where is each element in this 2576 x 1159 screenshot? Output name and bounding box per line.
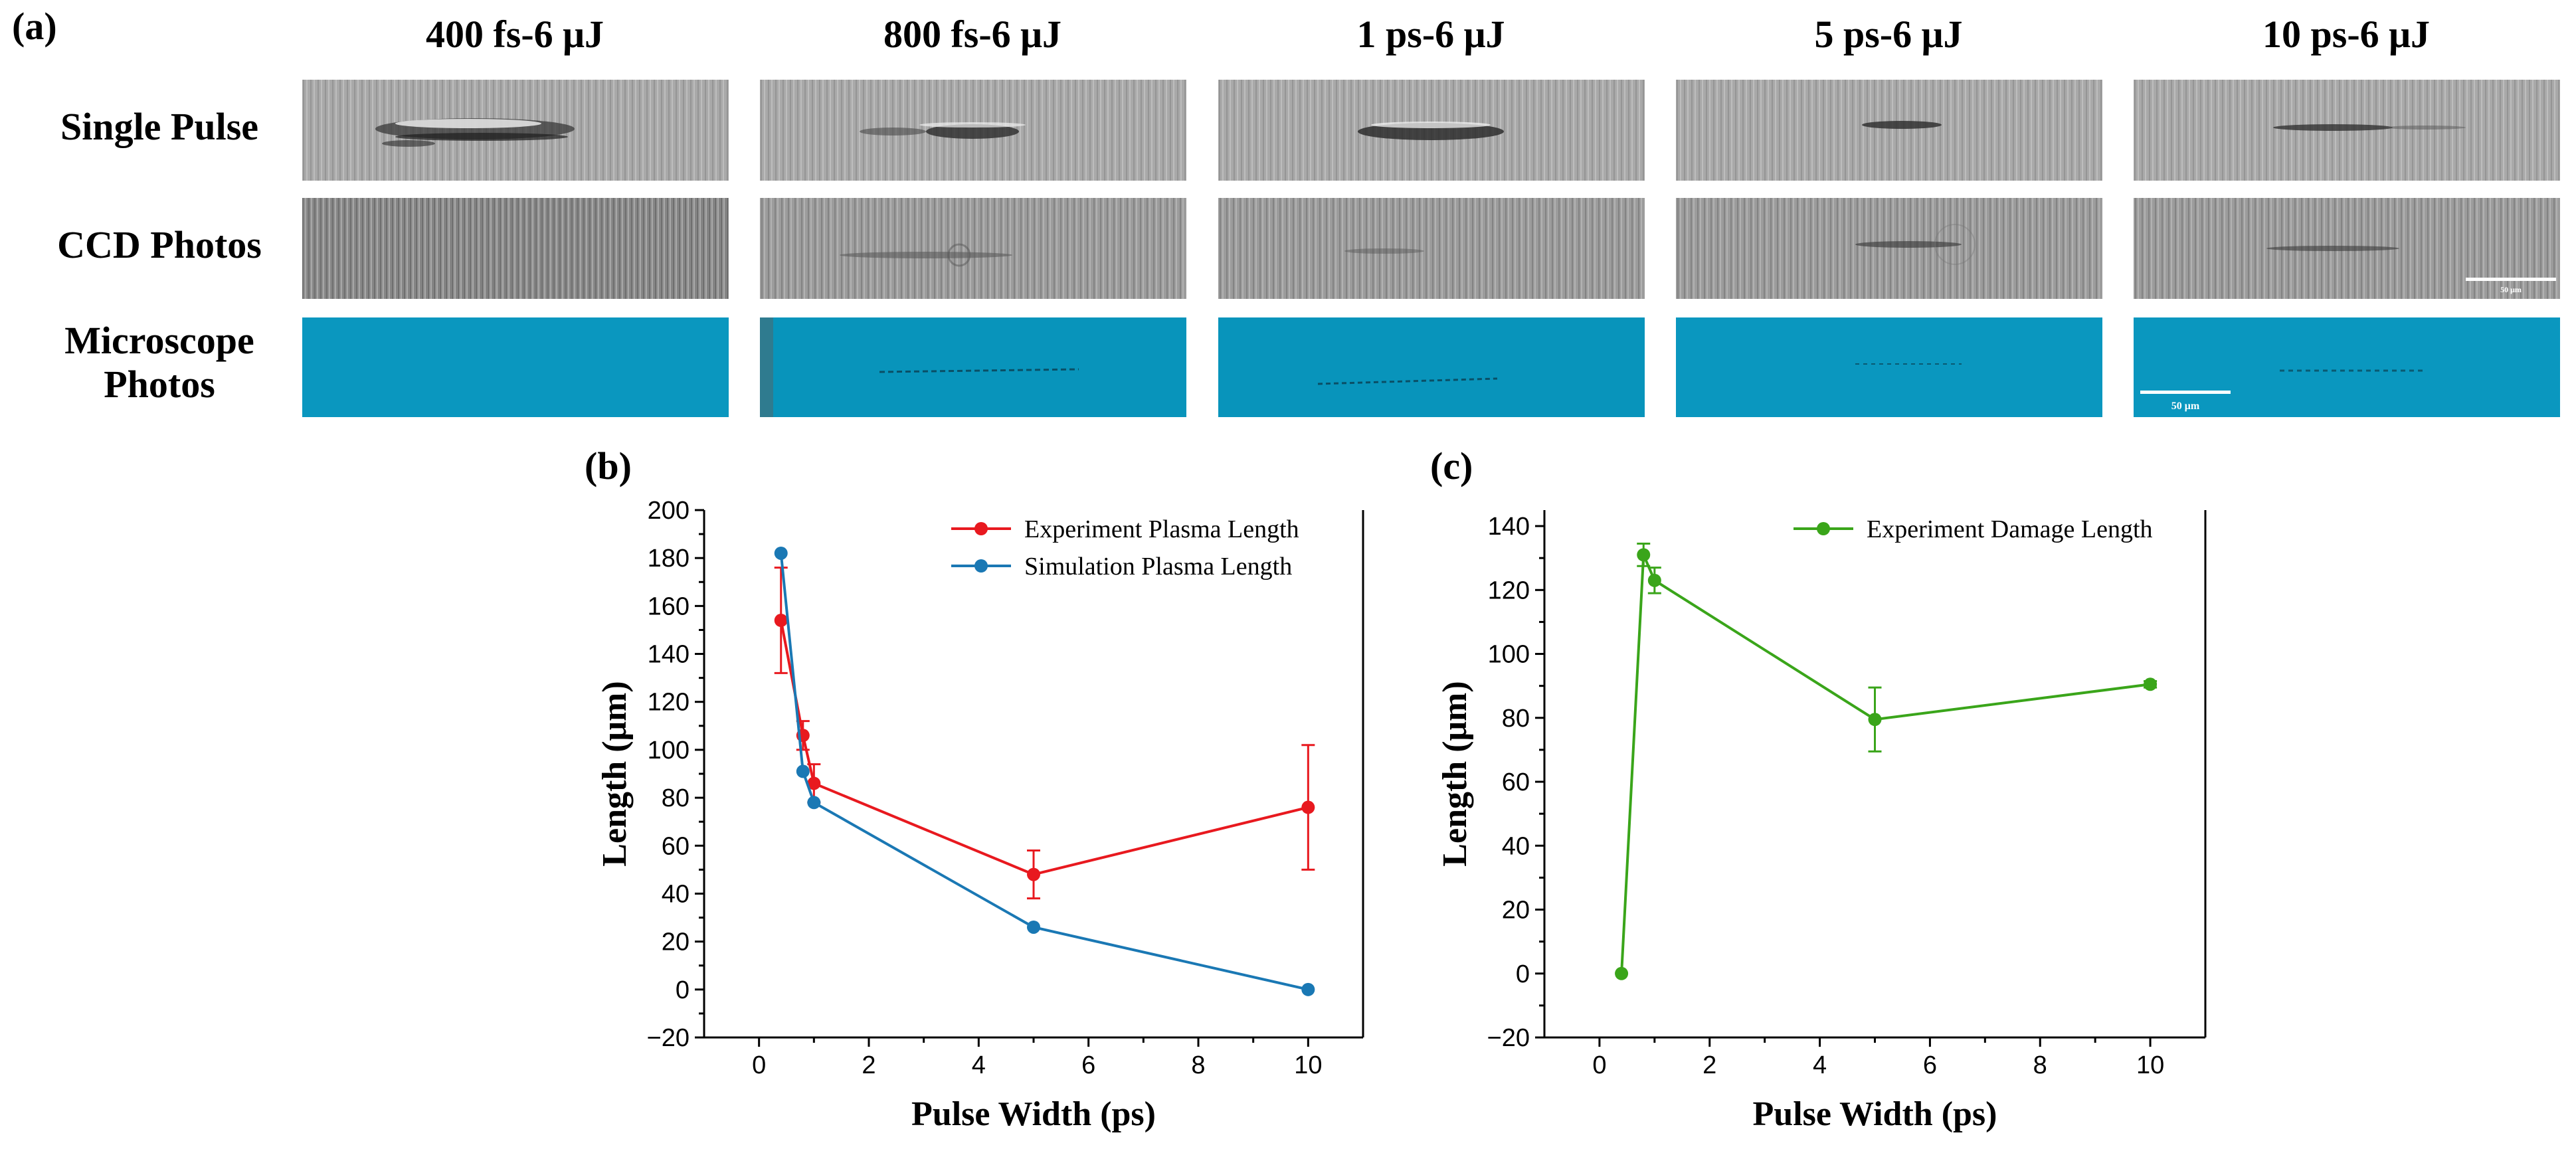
panel-label-a: (a) — [12, 5, 57, 48]
ccd-photo-10ps: 50 μm — [2134, 198, 2560, 299]
chart-b-data-point — [1027, 867, 1040, 881]
chart-b-x-tick-label: 0 — [752, 1051, 766, 1079]
microscope-photo-800fs — [760, 317, 1186, 417]
chart-b-y-tick-label: 0 — [676, 976, 690, 1004]
chart-c-y-tick-label: 120 — [1488, 577, 1530, 604]
chart-c-x-tick-label: 6 — [1923, 1051, 1937, 1079]
chart-c-x-tick-label: 0 — [1592, 1051, 1606, 1079]
chart-b-data-point — [807, 776, 821, 790]
ccd-scale-bar-label: 50 μm — [2500, 285, 2522, 294]
chart-c-y-tick-label: 20 — [1502, 897, 1530, 925]
chart-b-data-point — [774, 546, 788, 560]
chart-b-legend-marker — [974, 522, 988, 535]
chart-b-x-tick-label: 4 — [972, 1051, 986, 1079]
chart-c-x-tick-label: 2 — [1702, 1051, 1716, 1079]
chart-c-y-tick-label: 80 — [1502, 705, 1530, 733]
chart-c-y-tick-label: 100 — [1488, 641, 1530, 669]
chart-b-x-axis-label: Pulse Width (ps) — [911, 1095, 1156, 1133]
chart-b-y-tick-label: 180 — [648, 545, 690, 573]
chart-b-data-point — [774, 614, 788, 628]
chart-b-y-tick-label: 80 — [662, 784, 690, 812]
chart-b-data-point — [796, 764, 810, 778]
single-pulse-photo-1ps — [1218, 80, 1645, 181]
chart-c-data-point — [1868, 713, 1882, 727]
microscope-scale-bar — [2140, 391, 2231, 394]
chart-b-data-point — [1027, 920, 1040, 934]
chart-b-legend-label: Experiment Plasma Length — [1024, 515, 1299, 543]
chart-c-series-line-0 — [1620, 554, 2151, 974]
ccd-photo-1ps — [1218, 198, 1645, 299]
chart-c-legend-label: Experiment Damage Length — [1867, 515, 2153, 543]
chart-b-x-tick-label: 8 — [1191, 1051, 1205, 1079]
chart-c-x-axis-label: Pulse Width (ps) — [1753, 1095, 1997, 1133]
microscope-scale-bar-label: 50 μm — [2171, 401, 2200, 412]
chart-c-data-point — [1615, 966, 1629, 980]
chart-b-data-point — [1301, 800, 1315, 814]
chart-c-y-tick-label: 0 — [1516, 960, 1530, 988]
chart-b-y-tick-label: −20 — [647, 1024, 690, 1052]
chart-c-x-tick-label: 4 — [1813, 1051, 1827, 1079]
column-header-1ps: 1 ps-6 μJ — [1356, 13, 1505, 56]
column-header-400fs: 400 fs-6 μJ — [425, 13, 604, 56]
column-header-800fs: 800 fs-6 μJ — [883, 13, 1062, 56]
chart-c-data-point — [1647, 573, 1661, 587]
microscope-photo-5ps — [1676, 317, 2102, 417]
chart-b-data-point — [1301, 982, 1315, 996]
ccd-photo-5ps — [1676, 198, 2102, 299]
ccd-photo-400fs — [302, 198, 729, 299]
chart-c-y-tick-label: 40 — [1502, 832, 1530, 860]
single-pulse-photo-5ps — [1676, 80, 2102, 181]
chart-b-y-tick-label: 40 — [662, 880, 690, 908]
chart-b-y-tick-label: 100 — [648, 737, 690, 764]
panel-label-b: (b) — [585, 444, 632, 488]
single-pulse-photo-400fs — [302, 80, 729, 181]
chart-c-y-tick-label: 140 — [1488, 513, 1530, 541]
row-header-microscope-line1: Microscope — [64, 319, 254, 362]
chart-b-y-tick-label: 200 — [648, 497, 690, 525]
chart-c-y-axis-label: Length (μm) — [1436, 681, 1474, 866]
column-header-10ps: 10 ps-6 μJ — [2262, 13, 2431, 56]
single-pulse-photo-10ps — [2134, 80, 2560, 181]
chart-b-x-tick-label: 6 — [1081, 1051, 1095, 1079]
chart-b-y-axis-label: Length (μm) — [596, 681, 634, 866]
chart-c-data-point — [2144, 677, 2158, 691]
chart-b-x-tick-label: 10 — [1294, 1051, 1322, 1079]
single-pulse-photo-800fs — [760, 80, 1186, 181]
chart-b-y-tick-label: 20 — [662, 929, 690, 956]
panel-label-c: (c) — [1430, 444, 1473, 488]
ccd-photo-800fs — [760, 198, 1186, 299]
row-header-ccd-photos: CCD Photos — [57, 223, 262, 266]
chart-b-y-tick-label: 120 — [648, 689, 690, 717]
row-header-microscope-line2: Photos — [104, 363, 215, 406]
chart-c-x-tick-label: 10 — [2136, 1051, 2164, 1079]
chart-c-x-tick-label: 8 — [2033, 1051, 2047, 1079]
ccd-scale-bar — [2466, 278, 2556, 281]
row-header-microscope: Microscope Photos — [20, 319, 299, 406]
chart-b-x-tick-label: 2 — [862, 1051, 875, 1079]
chart-c-y-tick-label: −20 — [1487, 1024, 1530, 1052]
chart-b-y-tick-label: 160 — [648, 592, 690, 620]
chart-c-legend-marker — [1817, 522, 1830, 535]
microscope-photo-400fs — [302, 317, 729, 417]
chart-b-y-tick-label: 140 — [648, 641, 690, 669]
microscope-photo-10ps: 50 μm — [2134, 317, 2560, 417]
chart-b-legend-label: Simulation Plasma Length — [1024, 553, 1292, 580]
microscope-photo-1ps — [1218, 317, 1645, 417]
chart-b-legend-marker — [974, 559, 988, 573]
row-header-single-pulse: Single Pulse — [60, 105, 259, 148]
column-header-5ps: 5 ps-6 μJ — [1814, 13, 1963, 56]
chart-c-y-tick-label: 60 — [1502, 768, 1530, 796]
chart-b-y-tick-label: 60 — [662, 832, 690, 860]
chart-c-data-point — [1637, 548, 1651, 562]
chart-b-data-point — [807, 796, 821, 810]
